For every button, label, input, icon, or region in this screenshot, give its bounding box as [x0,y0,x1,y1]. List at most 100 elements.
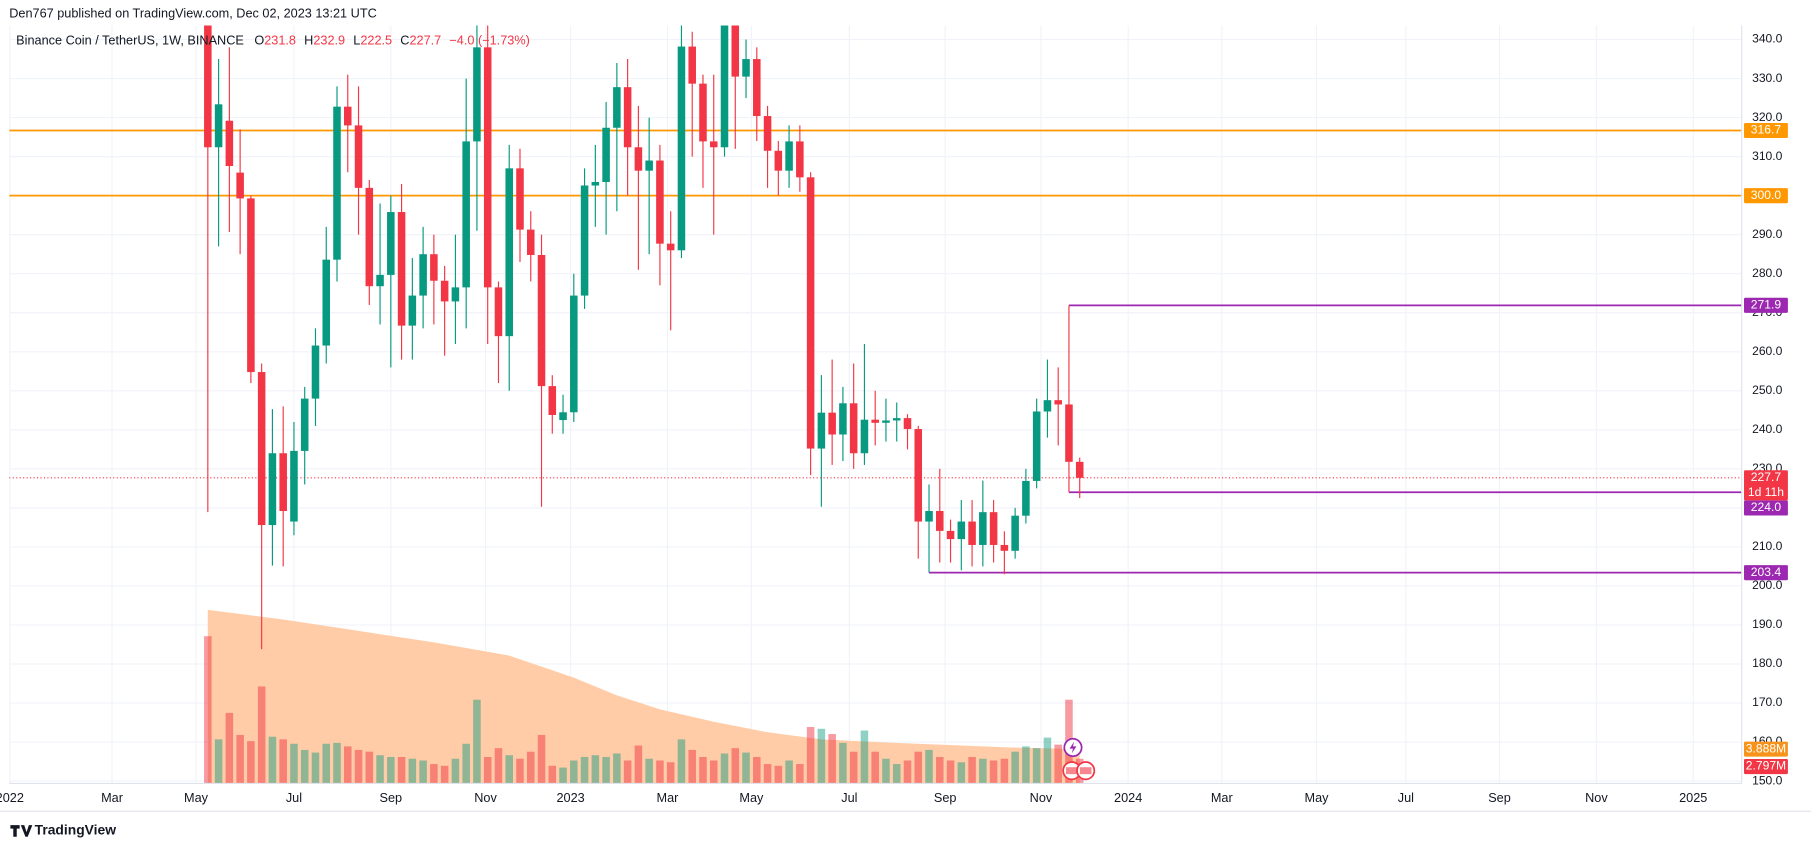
volume-bar [419,760,427,784]
y-tick-label: 180.0 [1752,656,1783,670]
candle-body [483,47,492,288]
y-tick-label: 150.0 [1752,773,1783,787]
level-tag: 203.4 [1751,565,1782,579]
volume-bar [397,756,406,784]
volume-bar [849,751,858,784]
y-tick-label: 330.0 [1752,71,1783,85]
volume-bar [408,758,417,784]
y-tick-label: 240.0 [1752,422,1783,436]
volume-bar [333,742,341,784]
candle-body [720,25,729,148]
candle-body [419,254,427,296]
volume-bar [570,760,578,784]
volume-bar [688,749,696,784]
candle-body [839,403,847,435]
volume-bar [946,760,955,784]
candle-body [225,120,234,166]
candle-body [365,187,374,287]
volume-bar [1054,744,1062,784]
candle-body [742,59,750,77]
volume-bar [731,748,740,784]
volume-bar [882,758,890,784]
volume-bar [376,755,384,784]
footer-brand: TradingView [35,822,117,838]
event-icons[interactable] [1062,737,1096,781]
level-tag-bg [1744,122,1788,139]
x-tick-label: Sep [380,790,403,805]
candle-body [753,59,761,117]
y-tick-label: 190.0 [1752,617,1783,631]
y-tick-label: 320.0 [1752,110,1783,124]
candle-body [300,398,309,451]
candle-body [828,412,836,435]
volume-bar [214,739,223,784]
x-tick-label: 2025 [1679,790,1707,805]
candle-body [989,512,998,545]
flag-icon [1079,767,1092,775]
y-tick-label: 250.0 [1752,383,1783,397]
volume-bar [225,712,234,784]
candle-body [656,160,664,244]
candle-body [236,172,244,199]
candle-body [763,116,772,151]
volume-bar [1032,748,1041,784]
candle-body [957,521,966,540]
volume-bar [473,699,481,784]
open-label: O [254,33,264,48]
candle-body [1075,461,1084,478]
y-tick-label: 200.0 [1752,578,1783,592]
high-label: H [304,33,313,48]
candle-body [817,412,826,449]
candle-body [440,280,449,302]
candle-body [774,150,783,171]
volume-bar [516,758,524,784]
logo[interactable]: TradingView [10,822,116,838]
volume-bar [785,760,793,784]
candle-body [634,147,643,171]
x-tick-label: 2022 [0,790,24,805]
volume-bar [720,753,729,784]
candle-body [1054,400,1062,405]
y-tick-label: 310.0 [1752,149,1783,163]
x-tick-label: Sep [1488,790,1511,805]
axes: 150.0160.0170.0180.0190.0200.0210.0220.0… [0,32,1788,805]
volume-bar [1043,737,1052,784]
volume-bar [957,762,966,784]
candle-body [677,46,686,251]
candle-body [343,106,352,126]
volume-bar [666,762,675,784]
volume-bar [989,760,998,784]
x-tick-label: May [184,790,209,805]
x-tick-label: Jul [841,790,857,805]
y-tick-label: 280.0 [1752,266,1783,280]
volume-bar [247,741,255,784]
volume-bar [839,742,847,784]
candle-body [354,125,363,188]
volume-bar [613,753,621,784]
candle-body [451,287,460,302]
open-value: 231.8 [264,33,296,48]
x-tick-label: Nov [1585,790,1608,805]
volume-bar [656,760,664,784]
high-value: 232.9 [313,33,345,48]
volume-bar [828,734,836,784]
volume-bar [979,758,987,784]
volume-bar [1000,758,1009,784]
candle-body [1065,404,1073,462]
candle-body [214,104,223,148]
volume-tag: 2.797M [1746,759,1786,773]
candle-body [494,287,503,337]
symbol-title: Binance Coin / TetherUS, 1W, BINANCE [16,33,244,48]
candle-body [1032,411,1041,481]
level-tag: 300.0 [1751,188,1782,202]
volume-bar [817,728,826,784]
x-tick-label: Nov [474,790,497,805]
volume-bar [602,756,610,784]
candle-body [430,254,438,281]
level-tag: 224.0 [1751,500,1782,514]
x-tick-label: 2023 [556,790,584,805]
candle-body [537,254,546,387]
change-value: −4.0 (−1.73%) [449,33,529,48]
level-tag-bg [1744,500,1788,516]
